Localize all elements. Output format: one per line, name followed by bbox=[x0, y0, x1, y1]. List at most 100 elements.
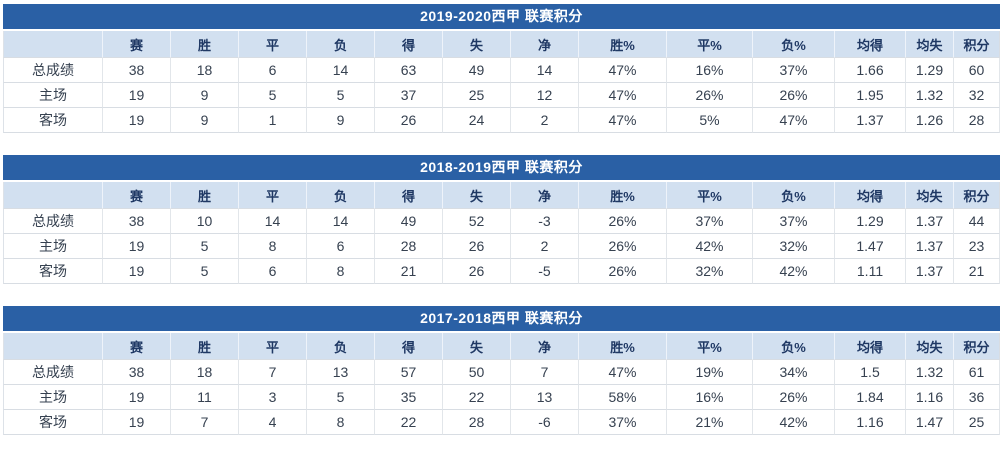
corner-header-cell bbox=[3, 182, 103, 209]
stat-cell: 38 bbox=[103, 209, 171, 234]
column-header: 均得 bbox=[835, 31, 906, 58]
stat-cell: 19 bbox=[103, 108, 171, 133]
stat-cell: 28 bbox=[375, 234, 443, 259]
column-header: 净 bbox=[511, 31, 579, 58]
stat-cell: 32 bbox=[954, 83, 1000, 108]
table-row: 主场 19 9 5 5 37 25 12 47% 26% 26% 1.95 1.32 32 bbox=[3, 83, 1000, 108]
stat-cell: 21 bbox=[954, 259, 1000, 284]
stat-cell: 5 bbox=[307, 83, 375, 108]
column-header: 胜% bbox=[579, 182, 667, 209]
column-header: 负% bbox=[753, 333, 835, 360]
row-label: 客场 bbox=[3, 108, 103, 133]
stat-cell: 28 bbox=[443, 410, 511, 435]
row-label: 客场 bbox=[3, 410, 103, 435]
stat-cell: 13 bbox=[307, 360, 375, 385]
stat-cell: 38 bbox=[103, 58, 171, 83]
stat-cell: -6 bbox=[511, 410, 579, 435]
header-row: 赛胜平负得失净胜% 平% 负% 均得 均失 积分 bbox=[3, 182, 1000, 209]
stat-cell: 26 bbox=[443, 234, 511, 259]
column-header: 平 bbox=[239, 182, 307, 209]
stat-cell: -3 bbox=[511, 209, 579, 234]
stat-cell: 9 bbox=[307, 108, 375, 133]
column-header: 负 bbox=[307, 182, 375, 209]
stat-cell: 37% bbox=[667, 209, 753, 234]
stat-cell: 18 bbox=[171, 58, 239, 83]
table-row: 客场 19 5 6 8 21 26 -5 26% 32% 42% 1.11 1.37 21 bbox=[3, 259, 1000, 284]
stat-cell: 6 bbox=[307, 234, 375, 259]
table-row: 总成绩 38 10 14 14 49 52 -3 26% 37% 37% 1.29 1.37 44 bbox=[3, 209, 1000, 234]
column-header: 平% bbox=[667, 31, 753, 58]
stat-cell: 16% bbox=[667, 58, 753, 83]
column-header: 失 bbox=[443, 182, 511, 209]
stat-cell: 47% bbox=[753, 108, 835, 133]
column-header: 胜% bbox=[579, 31, 667, 58]
row-label: 总成绩 bbox=[3, 360, 103, 385]
season-section-2019-2020: 2019-2020西甲 联赛积分 赛胜平负得失净胜% 平% 负% 均得 均失 积分 总成绩… bbox=[3, 4, 1000, 133]
column-header: 均失 bbox=[906, 182, 954, 209]
stat-cell: 1.11 bbox=[835, 259, 906, 284]
column-header: 得 bbox=[375, 182, 443, 209]
stat-cell: 37% bbox=[753, 58, 835, 83]
stat-cell: 49 bbox=[375, 209, 443, 234]
stat-cell: 25 bbox=[443, 83, 511, 108]
table-row: 主场 19 11 3 5 35 22 13 58% 16% 26% 1.84 1.16 36 bbox=[3, 385, 1000, 410]
column-header: 赛 bbox=[103, 333, 171, 360]
stat-cell: 19 bbox=[103, 385, 171, 410]
corner-header-cell bbox=[3, 31, 103, 58]
stat-cell: 63 bbox=[375, 58, 443, 83]
column-header: 均得 bbox=[835, 182, 906, 209]
stat-cell: 32% bbox=[667, 259, 753, 284]
stat-cell: 14 bbox=[239, 209, 307, 234]
column-header: 负% bbox=[753, 182, 835, 209]
column-header: 积分 bbox=[954, 182, 1000, 209]
column-header: 失 bbox=[443, 31, 511, 58]
column-header: 胜 bbox=[171, 182, 239, 209]
stat-cell: 1.32 bbox=[906, 83, 954, 108]
stat-cell: 36 bbox=[954, 385, 1000, 410]
stat-cell: 2 bbox=[511, 234, 579, 259]
stat-cell: 26 bbox=[375, 108, 443, 133]
stat-cell: 10 bbox=[171, 209, 239, 234]
column-header: 得 bbox=[375, 31, 443, 58]
column-header: 赛 bbox=[103, 31, 171, 58]
stat-cell: 14 bbox=[307, 58, 375, 83]
stat-cell: 1.32 bbox=[906, 360, 954, 385]
stat-cell: 5 bbox=[239, 83, 307, 108]
header-row: 赛胜平负得失净胜% 平% 负% 均得 均失 积分 bbox=[3, 333, 1000, 360]
column-header: 胜% bbox=[579, 333, 667, 360]
stat-cell: 60 bbox=[954, 58, 1000, 83]
column-header: 得 bbox=[375, 333, 443, 360]
stat-cell: 1 bbox=[239, 108, 307, 133]
stat-cell: 8 bbox=[307, 259, 375, 284]
table-row: 主场 19 5 8 6 28 26 2 26% 42% 32% 1.47 1.37 23 bbox=[3, 234, 1000, 259]
stat-cell: 1.37 bbox=[906, 234, 954, 259]
column-header: 平 bbox=[239, 31, 307, 58]
stat-cell: 26% bbox=[579, 234, 667, 259]
stat-cell: 5 bbox=[171, 259, 239, 284]
stat-cell: 1.84 bbox=[835, 385, 906, 410]
table-row: 客场 19 9 1 9 26 24 2 47% 5% 47% 1.37 1.26 28 bbox=[3, 108, 1000, 133]
stat-cell: 28 bbox=[954, 108, 1000, 133]
stat-cell: 7 bbox=[511, 360, 579, 385]
table-title: 2019-2020西甲 联赛积分 bbox=[3, 4, 1000, 29]
season-section-2017-2018: 2017-2018西甲 联赛积分 赛胜平负得失净胜% 平% 负% 均得 均失 积分 总成绩… bbox=[3, 306, 1000, 435]
stat-cell: 9 bbox=[171, 108, 239, 133]
stat-cell: 6 bbox=[239, 58, 307, 83]
stat-cell: 1.66 bbox=[835, 58, 906, 83]
stat-cell: 21% bbox=[667, 410, 753, 435]
header-row: 赛胜平负得失净胜% 平% 负% 均得 均失 积分 bbox=[3, 31, 1000, 58]
stat-cell: 19% bbox=[667, 360, 753, 385]
stat-cell: 1.26 bbox=[906, 108, 954, 133]
stat-cell: 58% bbox=[579, 385, 667, 410]
stat-cell: -5 bbox=[511, 259, 579, 284]
league-stats-table: 赛胜平负得失净胜% 平% 负% 均得 均失 积分 总成绩 38 18 7 13 57 50 7 47% 19… bbox=[3, 333, 1000, 435]
stat-cell: 47% bbox=[579, 83, 667, 108]
stat-cell: 21 bbox=[375, 259, 443, 284]
stat-cell: 26% bbox=[753, 385, 835, 410]
column-header: 均失 bbox=[906, 31, 954, 58]
stat-cell: 8 bbox=[239, 234, 307, 259]
stat-cell: 14 bbox=[307, 209, 375, 234]
column-header: 负 bbox=[307, 31, 375, 58]
stat-cell: 3 bbox=[239, 385, 307, 410]
